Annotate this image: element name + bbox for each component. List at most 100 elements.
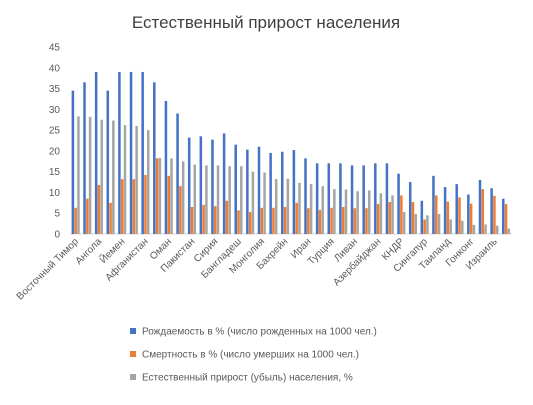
bar [507, 228, 511, 234]
bar [181, 161, 185, 234]
bar [109, 202, 112, 234]
bar [397, 173, 400, 234]
bar [414, 214, 418, 234]
bar [446, 201, 450, 234]
bar [280, 151, 284, 234]
y-tick-label: 35 [49, 84, 61, 95]
bar [309, 184, 313, 234]
bar [118, 71, 121, 234]
y-tick-label: 5 [54, 209, 60, 220]
bar [298, 182, 301, 234]
legend-label: Смертность в % (число умерших на 1000 че… [142, 350, 359, 361]
y-tick-label: 0 [54, 230, 60, 241]
bar [97, 184, 101, 234]
bar [251, 171, 255, 234]
bar [83, 82, 86, 234]
bar [74, 207, 77, 234]
bar [234, 144, 237, 234]
bar [368, 190, 371, 234]
bar [307, 208, 310, 234]
bar [420, 200, 424, 234]
bar [408, 182, 412, 234]
bar [484, 224, 487, 234]
bar [356, 191, 359, 234]
bar [467, 194, 470, 234]
bar [164, 101, 168, 235]
bar [330, 207, 333, 234]
bar [353, 208, 357, 234]
bar [153, 82, 156, 234]
bar [426, 215, 429, 234]
bar [318, 209, 322, 234]
bar [211, 139, 214, 234]
bar [263, 172, 266, 234]
bar [77, 116, 80, 234]
bar [129, 71, 133, 234]
legend-swatch [130, 328, 136, 334]
bar [449, 219, 452, 234]
bar [365, 208, 368, 234]
bar [144, 174, 147, 234]
bar [176, 113, 179, 234]
bar [344, 189, 348, 234]
bar [187, 137, 191, 234]
y-tick-label: 20 [49, 146, 61, 157]
bar [100, 119, 103, 234]
bar [248, 211, 252, 234]
bar [202, 204, 205, 234]
bar [472, 224, 476, 234]
bar [327, 163, 331, 234]
bar [216, 165, 220, 234]
bar [481, 189, 485, 234]
bar [469, 203, 473, 234]
y-tick-label: 30 [49, 105, 61, 116]
bar [213, 206, 217, 234]
bar [304, 158, 307, 234]
legend-label: Рождаемость в % (число рожденных на 1000… [142, 327, 377, 338]
x-tick-label: Турция [306, 236, 337, 267]
bar [434, 195, 438, 234]
bar [71, 90, 75, 234]
y-tick-label: 15 [49, 167, 61, 178]
bar [170, 158, 173, 234]
bar [490, 188, 493, 234]
chart-title: Естественный прирост населения [132, 13, 400, 32]
bar [423, 219, 426, 234]
bar [493, 195, 496, 234]
bar [411, 202, 415, 234]
bar [86, 198, 89, 234]
y-tick-label: 40 [49, 63, 61, 74]
bar [295, 202, 298, 234]
bar [240, 166, 243, 234]
bar [199, 136, 203, 234]
bar [237, 210, 240, 234]
bar [257, 146, 261, 234]
bar [400, 195, 403, 234]
bar [443, 187, 447, 234]
bar [437, 214, 441, 234]
bar [246, 149, 249, 234]
y-tick-label: 25 [49, 126, 61, 137]
bar [315, 163, 319, 234]
bar [350, 165, 354, 234]
bar [388, 202, 391, 234]
bar [155, 158, 159, 234]
legend-swatch [130, 351, 136, 357]
bar [376, 204, 380, 234]
bar [461, 220, 464, 234]
bar [158, 157, 162, 234]
bar [132, 179, 136, 234]
bar [274, 179, 278, 234]
bar [88, 116, 92, 234]
legend-label: Естественный прирост (убыль) населения, … [142, 372, 353, 384]
bar [141, 71, 144, 234]
bar [190, 206, 194, 234]
bar [374, 163, 377, 234]
bar [167, 175, 170, 234]
bar [391, 195, 394, 234]
bar [504, 204, 508, 234]
bar [385, 163, 389, 234]
bar [205, 165, 208, 234]
bar [362, 165, 365, 234]
